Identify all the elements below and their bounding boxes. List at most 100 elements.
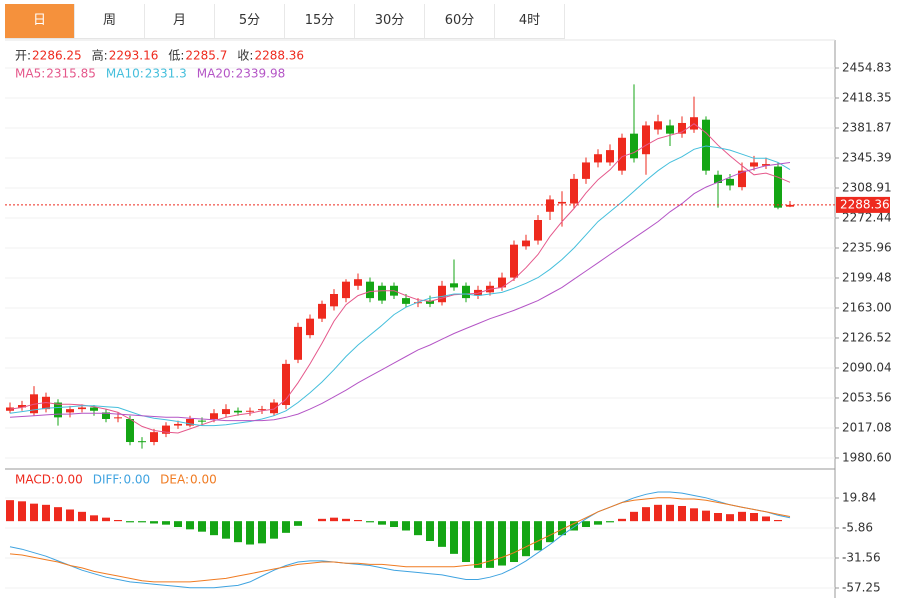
candle-body bbox=[138, 441, 146, 443]
legend-value: 0.00 bbox=[123, 473, 150, 487]
macd-bar bbox=[678, 505, 686, 522]
candle-body bbox=[270, 402, 278, 414]
legend-label: 低: bbox=[168, 49, 184, 63]
candle-body bbox=[318, 303, 326, 319]
macd-bar bbox=[198, 521, 206, 532]
y-tick-label: 2418.35 bbox=[842, 91, 892, 105]
candle-body bbox=[534, 219, 542, 241]
legend-value: 2285.7 bbox=[185, 49, 227, 63]
ma-line bbox=[9, 162, 791, 422]
y-tick-label: 2163.00 bbox=[842, 300, 892, 314]
macd-bar bbox=[42, 504, 50, 522]
macd-bar bbox=[774, 519, 782, 522]
legend-label: MA10: bbox=[106, 67, 144, 81]
macd-bar bbox=[246, 521, 254, 545]
y-tick-label: 2381.87 bbox=[842, 121, 892, 135]
macd-bar bbox=[126, 521, 134, 523]
period-tab[interactable]: 日 bbox=[5, 4, 75, 38]
period-tab[interactable]: 月 bbox=[145, 4, 215, 38]
candle-body bbox=[294, 326, 302, 360]
candle-body bbox=[498, 277, 506, 288]
candle-body bbox=[210, 413, 218, 419]
macd-bar bbox=[426, 521, 434, 542]
candle-body bbox=[774, 166, 782, 208]
current-price-tag bbox=[836, 196, 890, 213]
macd-bar bbox=[66, 509, 74, 522]
macd-bar bbox=[6, 500, 14, 522]
candle-body bbox=[726, 178, 734, 186]
candle-body bbox=[186, 418, 194, 426]
macd-bar bbox=[762, 516, 770, 522]
candle-body bbox=[306, 318, 314, 336]
candle-body bbox=[378, 285, 386, 301]
candle-body bbox=[222, 409, 230, 415]
macd-bar bbox=[714, 512, 722, 522]
period-tab[interactable]: 4时 bbox=[495, 4, 565, 38]
macd-bar bbox=[690, 508, 698, 522]
candle-body bbox=[6, 407, 14, 411]
period-tab[interactable]: 15分 bbox=[285, 4, 355, 38]
macd-bar bbox=[234, 521, 242, 543]
legend-label: 高: bbox=[92, 48, 108, 63]
candle-body bbox=[18, 405, 26, 408]
macd-bar bbox=[738, 511, 746, 522]
legend-label: 开: bbox=[15, 49, 31, 63]
candle-body bbox=[246, 410, 254, 412]
candle-body bbox=[354, 279, 362, 286]
macd-bar bbox=[498, 521, 506, 566]
macd-bar bbox=[618, 518, 626, 522]
candle-body bbox=[546, 199, 554, 212]
candle-body bbox=[150, 432, 158, 443]
macd-bar bbox=[438, 521, 446, 547]
macd-bar bbox=[150, 521, 158, 524]
y-tick-label: 2308.91 bbox=[842, 181, 892, 195]
candle-body bbox=[666, 125, 674, 134]
macd-bar bbox=[54, 507, 62, 522]
period-tabs: 日周月 5分 15分 30分 60分 4时 bbox=[5, 4, 565, 39]
candle-body bbox=[342, 281, 350, 299]
macd-bar bbox=[114, 519, 122, 522]
candle-body bbox=[90, 407, 98, 411]
macd-bar bbox=[210, 521, 218, 536]
y-tick-label: 1980.60 bbox=[842, 450, 892, 464]
candle-body bbox=[42, 396, 50, 410]
y-tick-label: 2053.56 bbox=[842, 390, 892, 404]
legend-value: 0.00 bbox=[56, 473, 83, 487]
candle-body bbox=[234, 410, 242, 413]
candle-body bbox=[258, 409, 266, 411]
y-tick-label: 2017.08 bbox=[842, 420, 892, 434]
candle-body bbox=[762, 164, 770, 166]
macd-bar bbox=[354, 519, 362, 522]
candle-body bbox=[198, 420, 206, 422]
macd-bar bbox=[258, 521, 266, 544]
period-tab[interactable]: 5分 bbox=[215, 4, 285, 38]
period-tab[interactable]: 30分 bbox=[355, 4, 425, 38]
macd-bar bbox=[162, 521, 170, 525]
macd-line bbox=[9, 491, 791, 589]
candle-body bbox=[438, 285, 446, 303]
macd-bar bbox=[582, 521, 590, 528]
legend-label: MA5: bbox=[15, 67, 45, 81]
y-tick-label: 2345.39 bbox=[842, 151, 892, 165]
period-tab[interactable]: 60分 bbox=[425, 4, 495, 38]
candle-body bbox=[750, 162, 758, 167]
period-tab[interactable]: 周 bbox=[75, 4, 145, 38]
candle-body bbox=[510, 244, 518, 278]
macd-bar bbox=[318, 518, 326, 522]
macd-bar bbox=[378, 521, 386, 525]
macd-bar bbox=[402, 521, 410, 531]
candle-body bbox=[102, 412, 110, 419]
macd-bar bbox=[90, 515, 98, 522]
candle-body bbox=[702, 119, 710, 171]
candle-body bbox=[630, 133, 638, 159]
macd-bar bbox=[666, 504, 674, 522]
ma-line bbox=[9, 145, 791, 427]
candle-body bbox=[462, 285, 470, 299]
y-tick-label: 19.84 bbox=[842, 491, 876, 505]
macd-bar bbox=[270, 521, 278, 539]
candle-body bbox=[78, 407, 86, 410]
candle-body bbox=[786, 204, 794, 207]
macd-bar bbox=[594, 521, 602, 525]
macd-bar bbox=[294, 521, 302, 526]
